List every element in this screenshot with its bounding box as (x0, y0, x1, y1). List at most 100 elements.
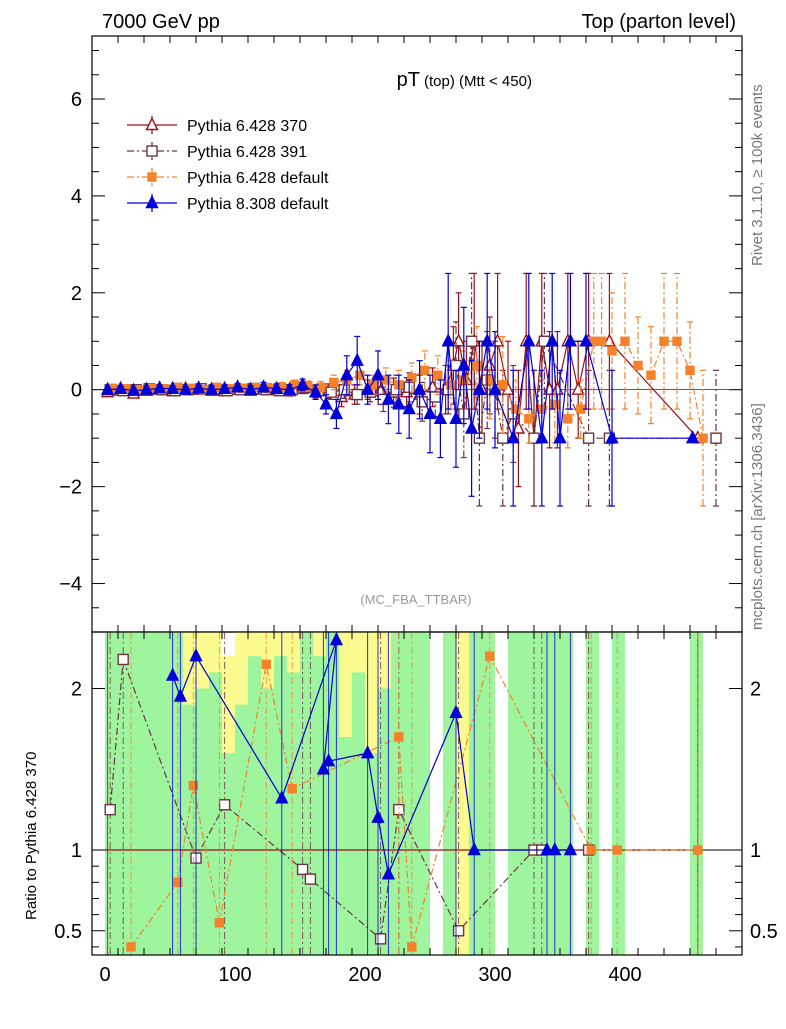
ratio-series-2 (126, 632, 703, 955)
data-point (498, 380, 508, 390)
data-point (191, 380, 206, 394)
data-point (620, 336, 630, 346)
data-point (113, 380, 128, 394)
data-point (488, 381, 502, 395)
band-inner (339, 736, 352, 955)
data-point (472, 381, 487, 395)
ratio-point (188, 780, 199, 791)
ratio-band (105, 632, 703, 955)
main-panel-series (92, 272, 742, 507)
data-point (126, 382, 141, 396)
data-point (217, 380, 232, 394)
band-inner (235, 704, 248, 955)
ratio-point (104, 803, 116, 816)
data-point (412, 381, 427, 395)
data-point (282, 381, 297, 395)
band-inner (183, 704, 196, 955)
data-point (351, 388, 363, 401)
ratio-point (173, 688, 188, 702)
ratio-point (693, 845, 703, 855)
y-tick-label: −2 (59, 477, 82, 499)
ratio-point (467, 841, 481, 856)
rivet-label: Rivet 3.1.10, ≥ 100k events (749, 84, 766, 266)
data-point (545, 333, 559, 347)
legend: Pythia 6.428 370 Pythia 6.428 391 Pythia 6… (127, 116, 329, 213)
mcplots-label: mcplots.cern.ch [arXiv:1306.3436] (749, 403, 766, 630)
ratio-point (117, 653, 129, 666)
data-point (295, 376, 310, 391)
legend-marker-3 (145, 194, 159, 209)
ratio-y-tick-label-left: 0.5 (54, 921, 82, 943)
analysis-watermark: (MC_FBA_TTBAR) (360, 592, 471, 607)
ratio-panel: 0.5 0.5 1 1 2 2 0 100 200 300 400 Ratio to Pythia … (23, 631, 778, 986)
main-panel: −4 −2 0 2 4 6 pT (top) (Mtt < 450) (MC_FBA_TT… (59, 35, 743, 633)
data-point (329, 405, 344, 420)
band-inner (170, 632, 183, 955)
band-inner (443, 632, 456, 955)
data-point (522, 333, 536, 347)
ratio-y-tick-label-right: 1 (750, 840, 761, 862)
x-tick-label: 400 (608, 964, 641, 986)
data-point (204, 381, 219, 395)
data-point (429, 391, 441, 403)
band-inner (157, 632, 170, 955)
ratio-axes: 0.5 0.5 1 1 2 2 0 100 200 300 400 (54, 631, 778, 986)
band-inner (586, 632, 599, 955)
ratio-point (218, 799, 231, 811)
data-point (371, 367, 385, 381)
y-tick-label: 0 (71, 380, 82, 402)
data-point (325, 386, 337, 398)
band-inner (612, 632, 625, 955)
band-inner (196, 688, 209, 955)
data-point (497, 432, 509, 444)
band-inner (417, 632, 430, 955)
ratio-y-tick-label-left: 1 (71, 840, 82, 862)
ratio-point (261, 659, 271, 669)
data-point (685, 430, 700, 444)
data-point (464, 420, 479, 434)
y-tick-label: 6 (71, 89, 82, 111)
ratio-series (92, 632, 742, 955)
data-point (392, 396, 406, 410)
data-point (472, 360, 482, 371)
data-point (535, 430, 549, 444)
ratio-point (189, 648, 203, 662)
legend-marker-2 (147, 172, 157, 182)
band-inner (300, 632, 313, 955)
data-point (433, 370, 443, 380)
ratio-y-tick-label-right: 0.5 (750, 921, 778, 943)
ratio-ylabel: Ratio to Pythia 6.428 370 (23, 752, 40, 920)
legend-marker-0 (145, 116, 159, 131)
data-point (308, 384, 323, 398)
ratio-point (540, 841, 554, 856)
data-point (659, 336, 669, 346)
data-point (350, 352, 364, 366)
ratio-point (612, 845, 622, 855)
header-right: Top (parton level) (581, 11, 736, 33)
ratio-point (316, 761, 331, 775)
data-point (420, 365, 430, 376)
x-tick-label: 300 (478, 964, 511, 986)
data-point (633, 360, 643, 371)
band-inner (521, 632, 534, 955)
ratio-point (586, 845, 596, 855)
band-inner (274, 656, 287, 955)
data-point (152, 380, 167, 394)
ratio-point (563, 841, 578, 856)
ratio-point (394, 732, 404, 742)
data-point (480, 333, 494, 347)
data-point (710, 432, 722, 444)
ratio-point (407, 942, 417, 952)
ratio-point (360, 745, 375, 759)
band-inner (261, 688, 274, 955)
ratio-point (214, 918, 225, 928)
band-inner (118, 632, 131, 955)
ratio-point (548, 841, 562, 856)
band-inner (690, 632, 703, 955)
data-point (605, 430, 619, 444)
data-point (165, 380, 180, 394)
ratio-point (381, 866, 396, 880)
data-point (550, 399, 560, 409)
band-inner (534, 632, 547, 955)
